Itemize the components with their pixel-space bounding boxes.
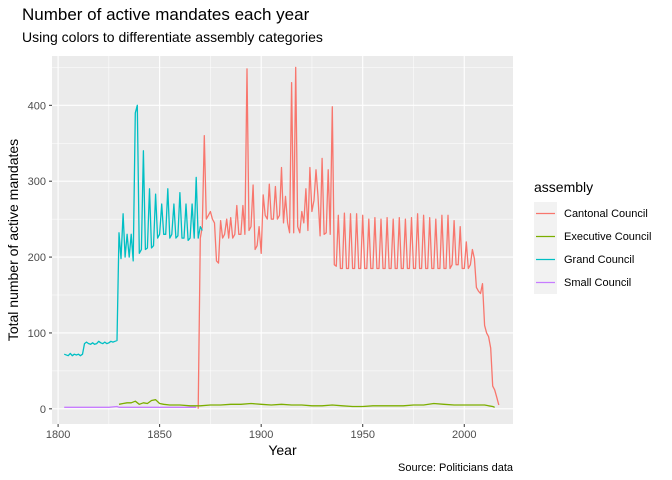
x-tick-label: 1800 [46,429,70,441]
legend-title: assembly [534,179,593,195]
chart-caption: Source: Politicians data [398,462,514,474]
x-axis-ticks: 1800 1850 1900 1950 2000 [46,424,477,441]
y-tick-label: 100 [28,328,46,340]
series-lines [63,66,500,409]
x-axis-label: Year [268,442,297,458]
y-axis-label: Total number of active mandates [5,139,21,341]
chart-title: Number of active mandates each year [22,5,310,24]
series-line-executive-council [118,399,495,408]
x-tick-label: 1850 [147,429,171,441]
series-line-cantonal-council [197,66,500,409]
legend-label-grand-council: Grand Council [564,254,634,266]
legend: assembly Cantonal Council Executive Counc… [534,179,651,294]
y-tick-label: 400 [28,100,46,112]
plot-panel [52,56,513,424]
y-axis-ticks: 0 100 200 300 400 [28,100,52,416]
x-tick-label: 2000 [452,429,476,441]
y-tick-label: 300 [28,176,46,188]
y-tick-label: 0 [40,404,46,416]
minor-gridlines [52,56,513,424]
series-line-grand-council [63,104,203,357]
series-line-small-council [64,405,197,408]
legend-label-small-council: Small Council [564,277,631,289]
y-tick-label: 200 [28,252,46,264]
x-tick-label: 1950 [350,429,374,441]
legend-label-cantonal-council: Cantonal Council [564,208,648,220]
x-tick-label: 1900 [249,429,273,441]
legend-label-executive-council: Executive Council [564,231,651,243]
chart-subtitle: Using colors to differentiate assembly c… [22,29,323,45]
